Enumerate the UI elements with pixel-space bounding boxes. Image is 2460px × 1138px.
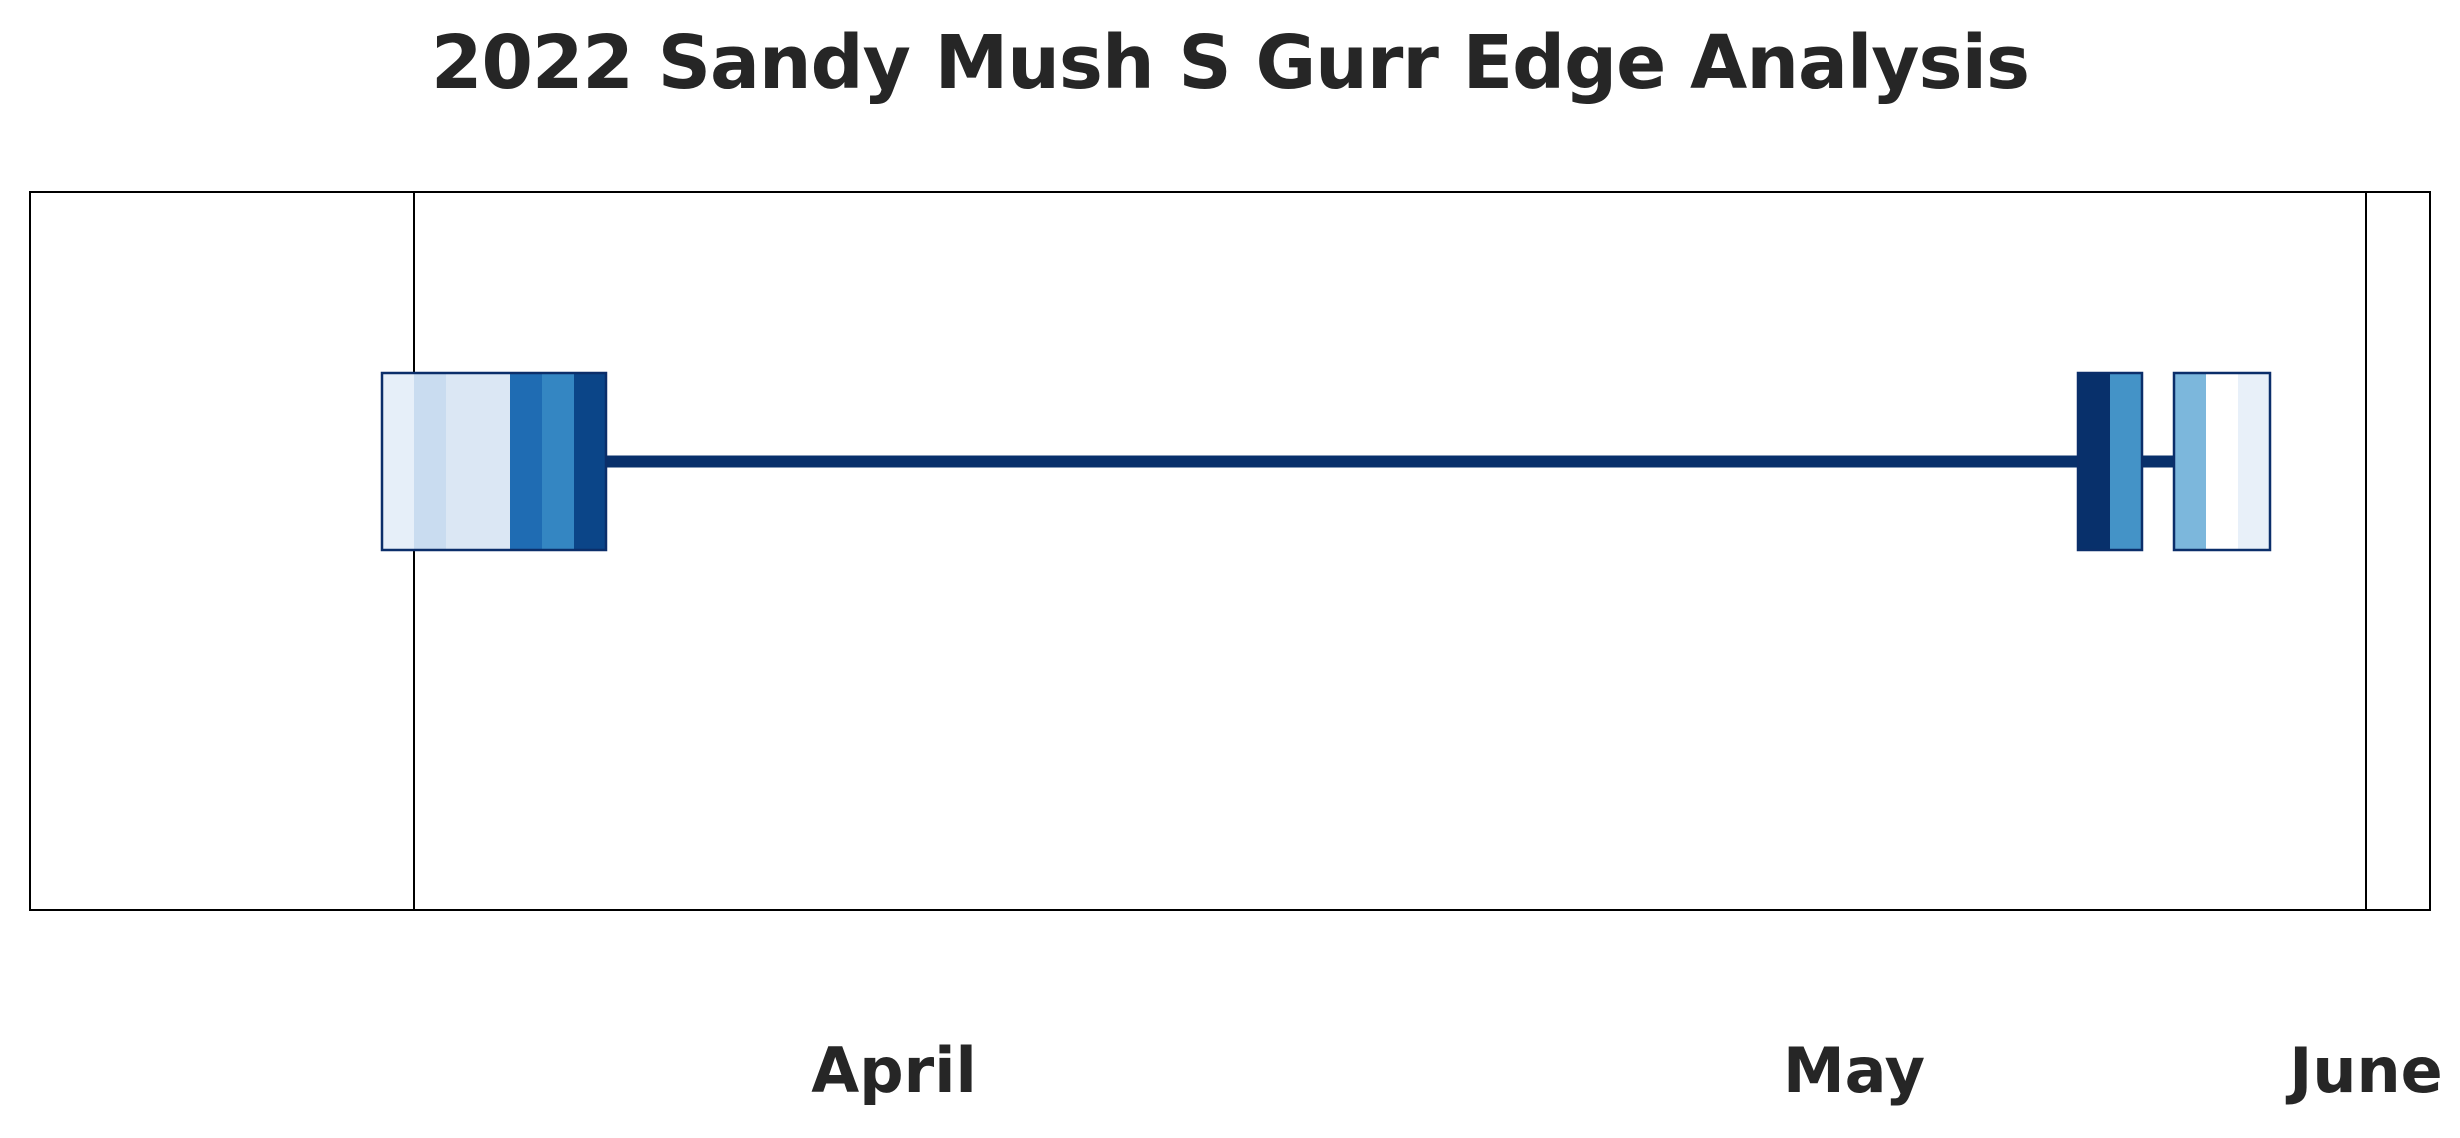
- heatmap-cell: [2110, 373, 2143, 550]
- heatmap-cell: [2174, 373, 2207, 550]
- heatmap-cell: [2238, 373, 2271, 550]
- heatmap-cell: [574, 373, 607, 550]
- chart-title: 2022 Sandy Mush S Gurr Edge Analysis: [430, 20, 2030, 106]
- heatmap-cell: [510, 373, 543, 550]
- heatmap-cell: [478, 373, 511, 550]
- month-labels: April May June: [811, 1034, 2442, 1107]
- heatmap-cell: [542, 373, 575, 550]
- heatmap-cell: [2078, 373, 2111, 550]
- month-label-april: April: [811, 1034, 976, 1107]
- month-label-june: June: [2285, 1034, 2442, 1107]
- plot-frame: [29, 191, 2431, 911]
- heatmap-cell: [446, 373, 479, 550]
- cell-group-outline: [380, 371, 608, 552]
- month-label-may: May: [1783, 1034, 1925, 1107]
- cell-group-outline: [2076, 371, 2144, 552]
- heatmap-cell: [2206, 373, 2239, 550]
- plot-area: [29, 191, 2431, 911]
- heatmap-cell: [414, 373, 447, 550]
- heatmap-cell: [382, 373, 415, 550]
- cell-group-outline: [2172, 371, 2272, 552]
